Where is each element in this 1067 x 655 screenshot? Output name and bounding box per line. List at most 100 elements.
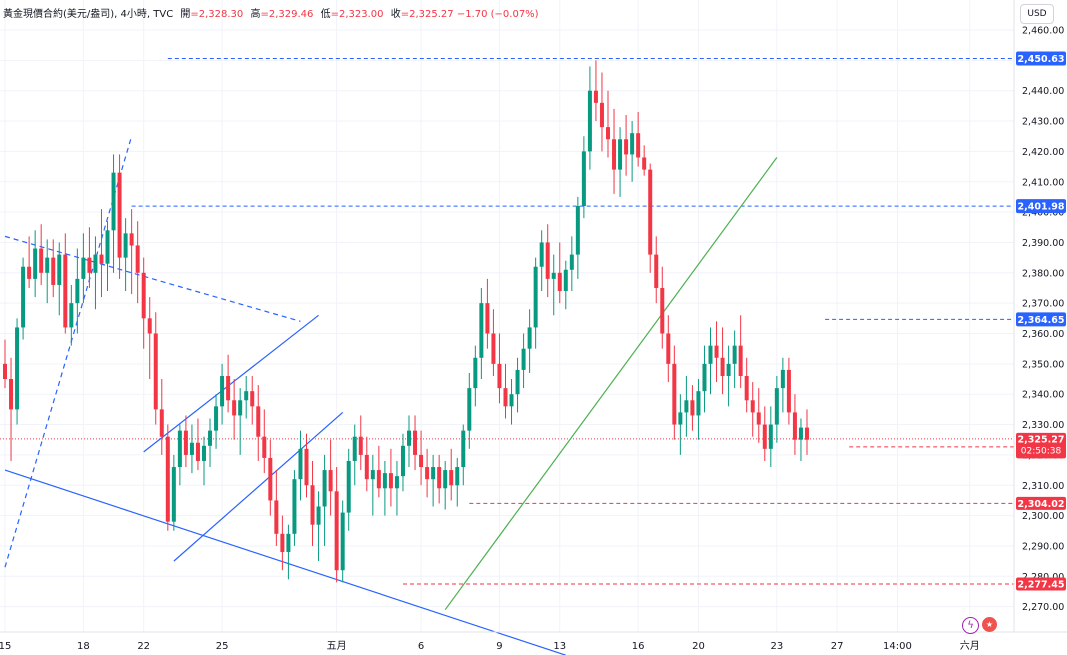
candle [226,354,231,413]
candle-body [551,272,556,279]
candle [9,357,14,461]
candle [81,233,86,304]
candle-body [105,230,110,264]
candle-body [612,139,617,170]
candle-body [238,400,243,416]
candle [461,424,466,486]
trendline[interactable] [4,469,566,655]
trendline[interactable] [444,157,778,611]
x-tick-label: 14:00 [883,641,912,652]
candle-body [9,379,14,410]
candle [672,345,677,440]
candle-body [443,470,448,489]
trendline[interactable] [143,314,319,453]
candle [437,454,442,504]
candle-body [274,500,279,534]
candle [165,424,170,531]
candle-body [581,151,586,207]
y-tick-label: 2,420.00 [1022,147,1064,158]
chart-header: 黃金現價合約(美元/盎司), 4小時, TVC 開=2,328.30 高=2,3… [3,5,539,20]
candle [678,394,683,455]
candle [774,375,779,443]
x-tick-label: 15 [0,641,11,652]
candle-body [201,445,206,461]
candle [93,236,98,310]
candle [214,394,219,449]
candle-body [642,157,647,170]
us-flag-icon[interactable]: ★ [982,617,997,632]
candle [798,418,803,461]
y-tick-label: 2,390.00 [1022,238,1064,249]
trendline[interactable] [173,411,344,562]
candle [792,394,797,455]
candle [624,114,629,176]
candle-body [515,369,520,395]
candle-body [33,248,38,279]
y-tick-label: 2,360.00 [1022,329,1064,340]
symbol-title[interactable]: 黃金現價合約(美元/盎司), 4小時, TVC [3,9,174,20]
candle [575,196,580,279]
price-axis[interactable]: 2,270.00 2,280.00 2,290.00 2,300.00 2,310.00… [1022,26,1064,614]
candle-body [521,348,526,370]
candle [708,327,713,395]
lightning-icon[interactable]: ϟ [962,617,979,634]
candle [407,415,412,468]
candle-body [57,254,62,285]
low-value: =2,323.00 [330,9,384,20]
countdown-text: 02:50:38 [1021,446,1062,456]
candle [286,524,291,580]
candle-body [792,412,797,440]
candle [27,236,32,288]
candle-body [51,257,56,285]
candle [15,318,20,425]
y-tick-label: 2,310.00 [1022,481,1064,492]
candle [220,363,225,425]
candle [684,375,689,437]
candle-body [672,363,677,425]
x-tick-label: 27 [831,641,844,652]
candle-body [732,345,737,364]
candle-body [15,327,20,410]
candle-body [99,254,104,264]
x-tick-label: 18 [77,641,90,652]
price-label-blue [1016,51,1066,66]
candle [262,409,267,474]
candle [419,430,424,486]
trendline[interactable] [4,235,301,322]
candle [768,406,773,468]
currency-button[interactable]: USD [1020,4,1054,24]
candle-body [123,233,128,258]
candle-body [618,139,623,170]
candle-body [666,333,671,364]
candle [551,254,556,316]
candle [268,439,273,516]
candle [147,297,152,380]
x-tick-label: 16 [632,641,645,652]
candle-body [407,430,412,446]
candle-body [545,242,550,279]
candle-body [286,533,291,553]
x-tick-label: 六月 [960,640,980,652]
y-tick-label: 2,340.00 [1022,390,1064,401]
trendline[interactable] [4,136,133,568]
x-tick-label: 五月 [327,640,347,652]
candle [720,327,725,395]
candle-body [208,430,213,446]
low-label: 低 [320,9,331,20]
candle-body [503,388,508,407]
close-value: =2,325.27 [400,9,454,20]
price-labels: 2,450.632,401.982,364.652,322.652,304.02… [1016,51,1066,591]
candle [804,409,809,455]
time-axis[interactable]: 15 18 22 25 五月 6 9 13 16 20 23 27 14:00 六月 [0,640,980,652]
candle-body [684,400,689,413]
candle-body [473,357,478,389]
candle [183,415,188,468]
candle-body [606,127,610,140]
candle-body [256,406,261,437]
candle [153,312,158,425]
high-label: 高 [250,9,261,20]
candle-body [388,473,393,489]
candle-body [292,479,297,534]
candle-body [509,394,514,407]
